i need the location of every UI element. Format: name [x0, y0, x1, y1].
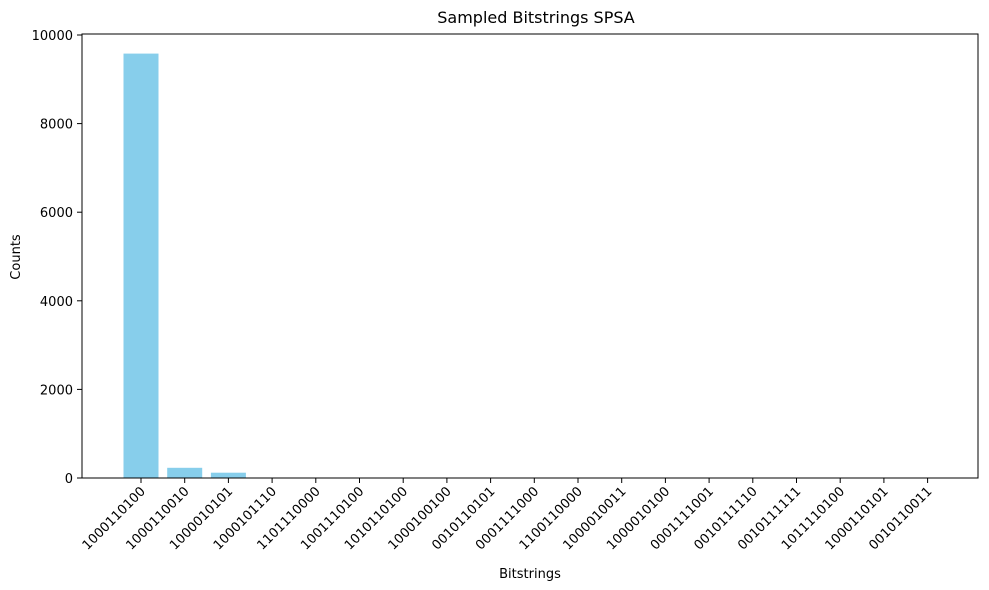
bar-1000010101: [210, 472, 246, 478]
bar-1000110100: [123, 53, 159, 478]
y-axis-label: Counts: [9, 234, 24, 280]
bars-group: [123, 53, 246, 478]
y-tick-label: 2000: [40, 383, 73, 398]
y-tick-label: 10000: [32, 29, 73, 44]
y-tick-label: 6000: [40, 206, 73, 221]
plot-frame: [81, 33, 979, 479]
bar-1000110010: [167, 467, 203, 478]
y-tick-label: 4000: [40, 295, 73, 310]
y-ticks-group: 0 2000 4000 6000 8000 10000: [32, 29, 82, 487]
y-tick-label: 0: [65, 472, 73, 487]
y-tick-label: 8000: [40, 118, 73, 133]
x-axis-label: Bitstrings: [499, 567, 561, 582]
chart-title: Sampled Bitstrings SPSA: [437, 8, 635, 27]
x-ticks-group: 1000110100100011001010000101011000101110…: [80, 478, 935, 553]
